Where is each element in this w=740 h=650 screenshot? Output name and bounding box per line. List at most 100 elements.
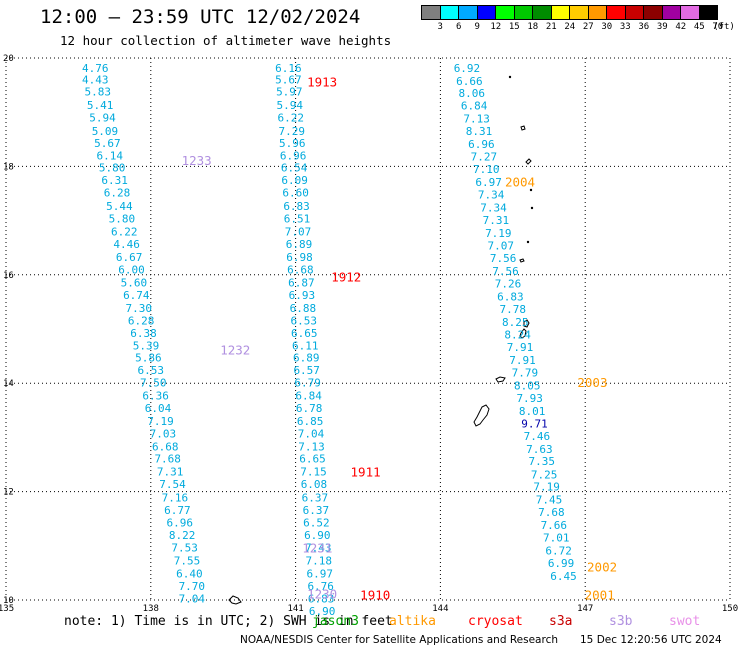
wave-height-point: 7.25: [531, 468, 558, 481]
island-pagan: [526, 159, 531, 164]
satellite-label-swot: swot: [669, 614, 700, 629]
wave-height-point: 6.96: [167, 516, 194, 529]
time-label: 1232: [220, 343, 250, 358]
wave-height-point: 7.16: [162, 492, 189, 505]
wave-height-point: 6.72: [545, 545, 572, 558]
time-label: 1913: [307, 74, 337, 89]
wave-height-point: 6.93: [289, 289, 316, 302]
wave-height-point: 6.68: [287, 263, 314, 276]
wave-height-point: 6.97: [475, 176, 502, 189]
wave-height-point: 9.71: [521, 417, 548, 430]
wave-height-point: 7.53: [171, 541, 198, 554]
island-rota: [496, 377, 505, 382]
wave-height-point: 7.70: [179, 580, 206, 593]
island-guguan: [527, 241, 529, 243]
wave-height-point: 7.01: [543, 532, 570, 545]
y-tick-label: 10: [3, 596, 14, 606]
wave-height-point: 7.93: [516, 392, 543, 405]
wave-height-point: 7.19: [147, 415, 174, 428]
wave-height-point: 5.94: [89, 112, 116, 125]
time-label: 1912: [331, 270, 361, 285]
wave-height-point: 6.04: [145, 402, 172, 415]
x-tick-label: 144: [432, 604, 448, 614]
time-label: 1910: [360, 588, 390, 603]
wave-height-point: 6.00: [118, 263, 145, 276]
wave-height-point: 7.55: [174, 554, 201, 567]
y-tick-label: 14: [3, 379, 14, 389]
wave-height-point: 6.83: [283, 200, 310, 213]
wave-height-point: 6.37: [303, 504, 330, 517]
wave-height-point: 7.79: [512, 366, 539, 379]
wave-height-point: 5.96: [279, 137, 306, 150]
wave-height-point: 7.66: [541, 519, 568, 532]
wave-height-point: 6.08: [301, 478, 328, 491]
island-agrihan: [521, 126, 525, 130]
x-tick-label: 141: [287, 604, 303, 614]
wave-height-point: 7.54: [159, 478, 186, 491]
wave-height-point: 6.40: [176, 567, 203, 580]
wave-height-point: 7.35: [529, 455, 556, 468]
y-tick-label: 18: [3, 162, 14, 172]
wave-height-point: 7.31: [157, 466, 184, 479]
wave-height-point: 6.84: [295, 390, 322, 403]
wave-height-point: 7.19: [485, 227, 512, 240]
wave-height-point: 7.26: [495, 277, 522, 290]
time-label: 1230: [307, 587, 337, 602]
wave-height-point: 7.68: [154, 453, 181, 466]
wave-height-point: 6.22: [278, 112, 305, 125]
wave-height-point: 7.68: [538, 506, 565, 519]
wave-height-point: 7.30: [125, 302, 152, 315]
wave-height-points: 4.764.435.835.415.945.095.676.145.806.31…: [82, 62, 577, 618]
wave-height-point: 6.54: [281, 161, 308, 174]
wave-height-point: 6.79: [294, 377, 321, 390]
wave-height-point: 8.25: [502, 316, 529, 329]
wave-height-point: 7.91: [509, 354, 536, 367]
wave-height-point: 5.39: [133, 339, 160, 352]
wave-height-point: 8.06: [459, 87, 486, 100]
generated-timestamp: 15 Dec 12:20:56 UTC 2024: [580, 634, 722, 646]
wave-height-point: 6.96: [468, 138, 495, 151]
wave-height-point: 5.80: [99, 161, 126, 174]
wave-height-point: 6.22: [111, 225, 138, 238]
satellite-label-s3a: s3a: [549, 614, 572, 629]
y-tick-label: 12: [3, 488, 14, 498]
wave-height-point: 7.56: [492, 265, 519, 278]
wave-height-point: 7.15: [300, 466, 327, 479]
wave-height-point: 6.31: [101, 174, 128, 187]
wave-height-point: 8.22: [169, 529, 196, 542]
wave-height-point: 6.74: [123, 289, 150, 302]
wave-height-point: 7.34: [480, 202, 507, 215]
wave-height-point: 6.78: [296, 402, 323, 415]
wave-height-point: 6.65: [299, 453, 326, 466]
wave-height-point: 8.05: [514, 379, 541, 392]
time-label: 1911: [351, 465, 381, 480]
credit-text: NOAA/NESDIS Center for Satellite Applica…: [240, 634, 558, 646]
island-farallon: [509, 76, 511, 78]
wave-height-point: 6.97: [306, 567, 333, 580]
wave-height-point: 6.89: [286, 238, 313, 251]
wave-height-point: 7.07: [285, 225, 312, 238]
wave-height-point: 7.56: [490, 252, 517, 265]
wave-height-point: 4.46: [113, 238, 140, 251]
wave-height-point: 7.19: [533, 481, 560, 494]
x-tick-label: 138: [143, 604, 159, 614]
wave-height-point: 6.45: [550, 570, 577, 583]
wave-height-point: 5.67: [94, 137, 121, 150]
wave-height-point: 7.78: [500, 303, 527, 316]
wave-height-point: 6.67: [116, 251, 143, 264]
wave-height-point: 6.65: [291, 327, 318, 340]
island-anatahan: [520, 259, 524, 262]
x-tick-label: 147: [577, 604, 593, 614]
wave-height-point: 7.07: [487, 240, 514, 253]
wave-height-point: 6.28: [104, 186, 131, 199]
wave-height-point: 6.53: [138, 364, 165, 377]
time-label: 1231: [302, 541, 332, 556]
wave-height-point: 6.88: [290, 302, 317, 315]
wave-height-point: 8.24: [504, 328, 531, 341]
wave-height-point: 7.04: [179, 592, 206, 605]
wave-height-point: 7.34: [478, 189, 505, 202]
wave-height-point: 6.89: [293, 352, 320, 365]
satellite-label-jason3: jason3: [312, 614, 359, 629]
wave-height-point: 5.60: [121, 276, 148, 289]
wave-height-point: 7.45: [536, 494, 563, 507]
